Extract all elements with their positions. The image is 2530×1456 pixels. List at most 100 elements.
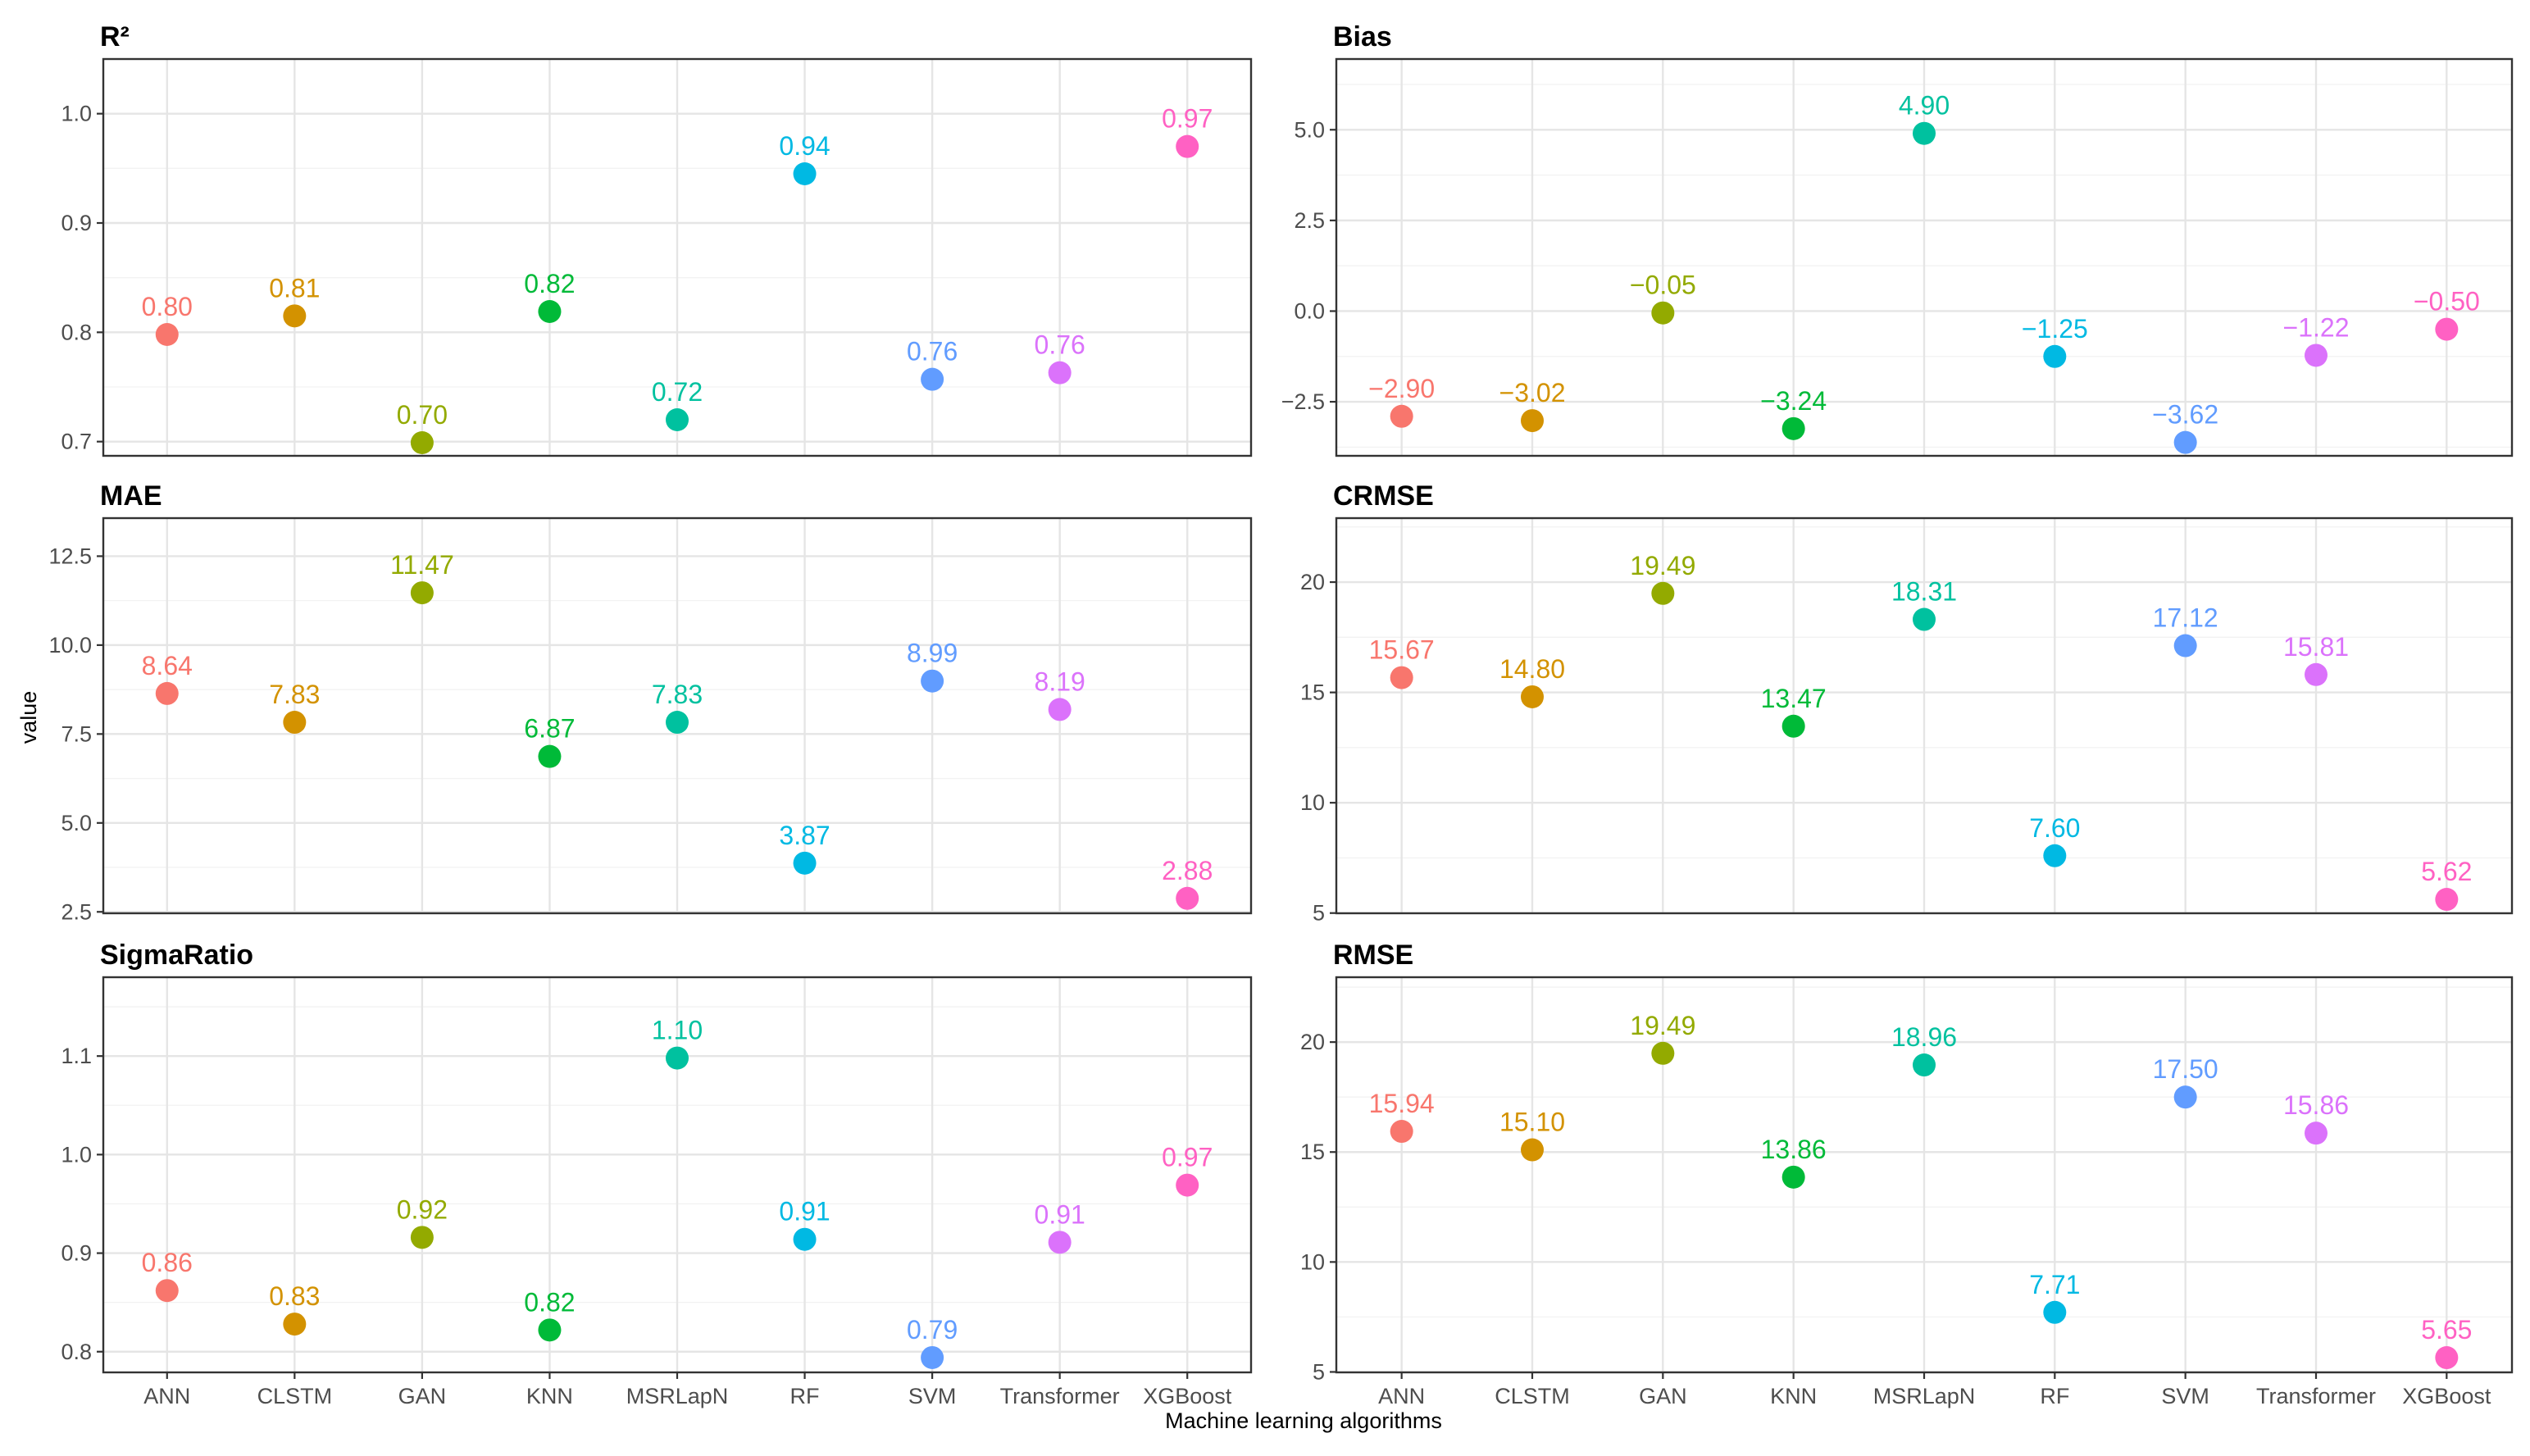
data-point (2305, 1122, 2328, 1145)
data-label: 0.91 (779, 1197, 830, 1226)
data-point (155, 681, 179, 705)
data-label: 0.82 (524, 269, 575, 298)
x-tick-label: XGBoost (1143, 1384, 1232, 1408)
x-tick-label: Transformer (2256, 1384, 2376, 1408)
panel-frame (102, 57, 1253, 457)
data-label: 8.64 (142, 651, 193, 680)
x-tick-label: RF (790, 1384, 820, 1408)
data-label: 7.83 (652, 680, 703, 709)
data-point (1521, 1138, 1544, 1162)
y-tick-label: 0.8 (61, 1340, 92, 1364)
data-point (538, 744, 562, 768)
panel-title: R² (100, 21, 130, 52)
data-point (538, 1318, 562, 1342)
data-label: 0.92 (397, 1194, 448, 1224)
data-point (283, 304, 307, 328)
panel-title: CRMSE (1333, 480, 1434, 512)
panel-title: MAE (100, 480, 162, 512)
x-tick-label: RF (2040, 1384, 2069, 1408)
y-tick-label: 7.5 (61, 721, 92, 746)
data-point (410, 581, 434, 605)
x-axis-title: Machine learning algorithms (1165, 1408, 1442, 1433)
data-label: 0.79 (907, 1315, 958, 1345)
data-point (538, 300, 562, 323)
data-label: 15.94 (1369, 1089, 1435, 1118)
x-tick-label: SVM (908, 1384, 957, 1408)
data-label: 0.80 (142, 292, 193, 321)
panel-frame (102, 516, 1253, 915)
data-point (2305, 344, 2328, 367)
data-label: 0.91 (1035, 1199, 1085, 1229)
y-tick-label: 0.7 (61, 430, 92, 454)
y-tick-label: 12.5 (48, 544, 92, 568)
x-tick-label: KNN (1770, 1384, 1817, 1408)
data-label: 6.87 (524, 714, 575, 744)
data-label: 14.80 (1499, 654, 1565, 684)
data-label: 0.81 (269, 273, 320, 303)
data-label: 5.62 (2421, 857, 2472, 886)
y-tick-label: 15 (1300, 1140, 1325, 1164)
data-point (2173, 634, 2197, 657)
data-label: 17.12 (2153, 603, 2218, 633)
x-tick-label: XGBoost (2402, 1384, 2491, 1408)
data-point (793, 851, 817, 875)
data-point (1521, 685, 1544, 708)
data-point (666, 408, 689, 431)
x-tick-label: KNN (526, 1384, 573, 1408)
data-point (1781, 1165, 1805, 1189)
data-label: 15.10 (1499, 1108, 1565, 1137)
data-label: 4.90 (1899, 91, 1950, 121)
data-point (666, 711, 689, 735)
y-axis-title: value (16, 691, 41, 744)
data-point (155, 1279, 179, 1303)
x-tick-label: ANN (143, 1384, 190, 1408)
y-tick-label: 15 (1300, 680, 1325, 705)
data-label: 0.70 (397, 400, 448, 430)
data-point (666, 1046, 689, 1070)
y-tick-label: 5 (1313, 901, 1325, 926)
y-tick-label: 0.9 (61, 211, 92, 235)
y-tick-label: 1.0 (61, 1142, 92, 1167)
data-point (921, 367, 944, 391)
data-point (793, 1227, 817, 1251)
data-point (1781, 416, 1805, 440)
data-label: −3.02 (1499, 378, 1566, 407)
data-point (410, 1226, 434, 1249)
data-label: 18.31 (1891, 577, 1957, 607)
data-label: 13.86 (1761, 1135, 1827, 1164)
data-point (155, 323, 179, 346)
data-point (2435, 888, 2459, 912)
data-point (1390, 1120, 1413, 1144)
data-label: −0.05 (1630, 271, 1696, 300)
data-label: −1.22 (2283, 312, 2350, 342)
data-label: −1.25 (2022, 314, 2088, 344)
data-label: 0.72 (652, 377, 703, 407)
data-point (1521, 409, 1544, 433)
data-point (1651, 1041, 1675, 1065)
panel-title: SigmaRatio (100, 940, 253, 971)
data-point (2305, 662, 2328, 686)
data-label: 0.97 (1162, 1143, 1213, 1172)
y-tick-label: 0.9 (61, 1241, 92, 1266)
data-label: 0.97 (1162, 104, 1213, 134)
data-label: −3.24 (1760, 386, 1827, 416)
data-point (793, 162, 817, 185)
data-point (921, 669, 944, 693)
data-point (1048, 361, 1072, 384)
data-point (1913, 607, 1936, 631)
data-label: 8.99 (907, 639, 958, 668)
y-tick-label: 20 (1300, 570, 1325, 594)
data-label: 19.49 (1630, 1011, 1695, 1040)
x-tick-label: GAN (398, 1384, 447, 1408)
x-tick-label: CLSTM (257, 1384, 333, 1408)
x-tick-label: GAN (1639, 1384, 1687, 1408)
x-tick-label: MSRLapN (626, 1384, 729, 1408)
data-label: 2.88 (1162, 856, 1213, 885)
data-label: 3.87 (779, 821, 830, 850)
data-label: 17.50 (2153, 1054, 2218, 1084)
data-label: 19.49 (1630, 551, 1695, 580)
data-label: 0.94 (779, 131, 830, 161)
panel-frame (1335, 516, 2514, 915)
data-point (2043, 844, 2067, 867)
